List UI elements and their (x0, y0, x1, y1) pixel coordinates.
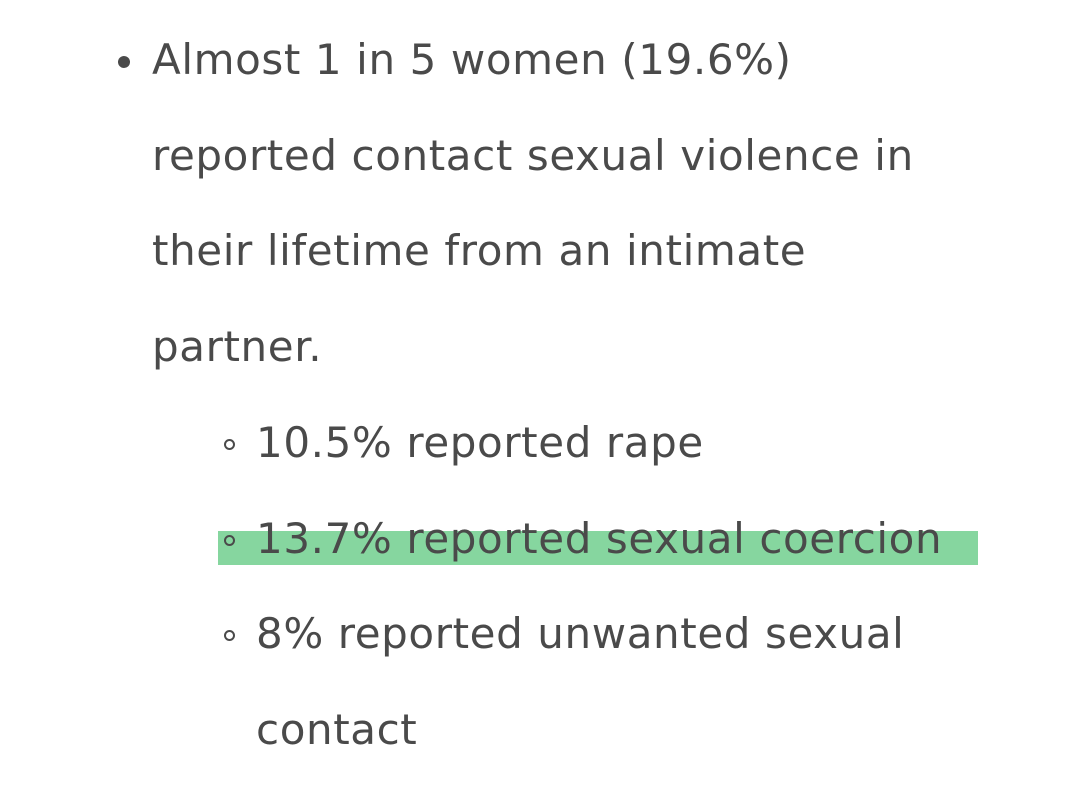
sub-list-text: contact (256, 704, 418, 754)
list-text: Almost 1 in 5 women (19.6%) (152, 35, 792, 84)
sub-bullet (224, 438, 235, 450)
list-text: their lifetime from an intimate (152, 226, 807, 276)
bullet (118, 56, 130, 68)
highlight (218, 530, 978, 565)
sub-bullet (224, 630, 235, 642)
list-text: reported contact sexual violence in (152, 130, 914, 180)
sub-list-text: 10.5% reported rape (256, 417, 704, 467)
list-text: partner. (152, 322, 323, 372)
sub-list-text: 8% reported unwanted sexual (256, 609, 905, 659)
sub-bullet (224, 534, 235, 546)
sub-list-text: 13.7% reported sexual coercion (256, 513, 943, 563)
